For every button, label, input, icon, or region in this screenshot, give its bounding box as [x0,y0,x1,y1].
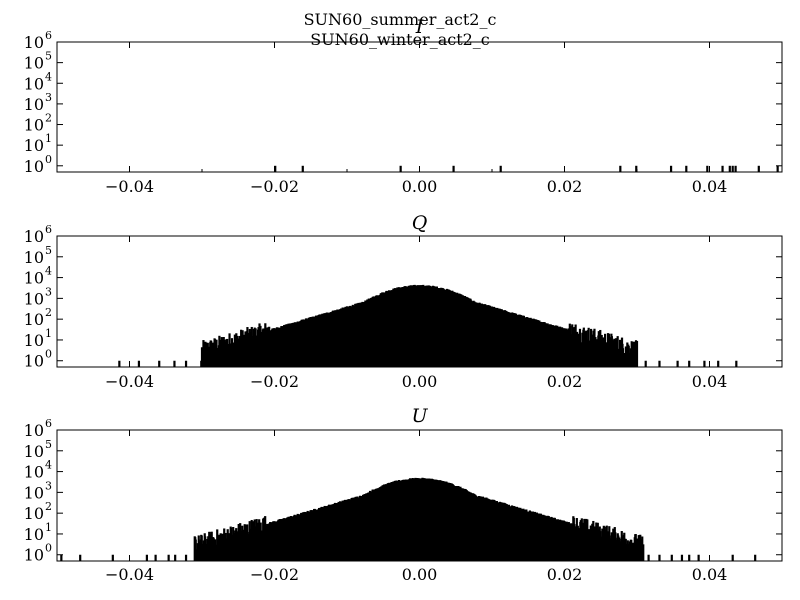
y-tick-label: 10 [24,331,44,350]
subplot-title: I [415,16,424,38]
y-tick-label: 10 [24,157,44,176]
y-tick-label: 10 [24,74,44,93]
x-tick-label: 0.00 [402,372,438,391]
y-tick-exponent: 4 [45,459,52,472]
y-tick-label: 10 [24,95,44,114]
y-tick-label: 10 [24,248,44,267]
x-tick-label: 0.02 [547,372,583,391]
y-tick-label: 10 [24,352,44,371]
y-tick-label: 10 [24,483,44,502]
x-tick-label: 0.04 [692,565,728,584]
x-tick-label: 0.00 [402,177,438,196]
y-tick-label: 10 [24,310,44,329]
y-tick-exponent: 5 [45,244,52,257]
y-tick-exponent: 6 [45,223,52,236]
y-tick-exponent: 1 [45,521,52,534]
y-tick-exponent: 4 [45,265,52,278]
y-tick-label: 10 [24,136,44,155]
x-tick-label: 0.04 [692,177,728,196]
x-tick-label: −0.02 [250,372,299,391]
x-tick-label: −0.02 [250,177,299,196]
y-tick-label: 10 [24,442,44,461]
y-tick-label: 10 [24,116,44,135]
y-tick-exponent: 3 [45,479,52,492]
y-tick-exponent: 1 [45,132,52,145]
y-tick-exponent: 5 [45,438,52,451]
subplot-title: U [411,405,428,427]
histogram-bars [60,477,757,561]
y-tick-exponent: 2 [45,112,52,125]
y-tick-label: 10 [24,54,44,73]
y-tick-label: 10 [24,269,44,288]
y-tick-exponent: 1 [45,327,52,340]
x-tick-label: 0.02 [547,177,583,196]
y-tick-exponent: 2 [45,306,52,319]
x-tick-label: 0.02 [547,565,583,584]
y-tick-exponent: 0 [45,542,52,555]
y-tick-exponent: 0 [45,348,52,361]
y-tick-exponent: 0 [45,153,52,166]
axes-frame [56,41,783,173]
x-tick-label: −0.02 [250,565,299,584]
y-tick-label: 10 [24,463,44,482]
y-tick-label: 10 [24,33,44,52]
subplot-title: Q [412,212,428,234]
y-tick-label: 10 [24,227,44,246]
y-tick-label: 10 [24,421,44,440]
y-tick-exponent: 2 [45,500,52,513]
y-tick-exponent: 6 [45,417,52,430]
y-tick-exponent: 4 [45,70,52,83]
x-tick-label: −0.04 [105,177,154,196]
suptitle-2: SUN60_winter_act2_c [310,30,490,49]
x-tick-label: 0.00 [402,565,438,584]
y-tick-label: 10 [24,289,44,308]
y-tick-label: 10 [24,525,44,544]
y-tick-exponent: 5 [45,50,52,63]
y-tick-label: 10 [24,504,44,523]
histogram-bars [274,165,779,172]
x-tick-label: 0.04 [692,372,728,391]
y-tick-exponent: 3 [45,91,52,104]
histogram-bars [118,284,738,367]
x-tick-label: −0.04 [105,372,154,391]
y-tick-exponent: 3 [45,285,52,298]
y-tick-exponent: 6 [45,29,52,42]
suptitle-1: SUN60_summer_act2_c [303,10,497,29]
y-tick-label: 10 [24,546,44,565]
x-tick-label: −0.04 [105,565,154,584]
